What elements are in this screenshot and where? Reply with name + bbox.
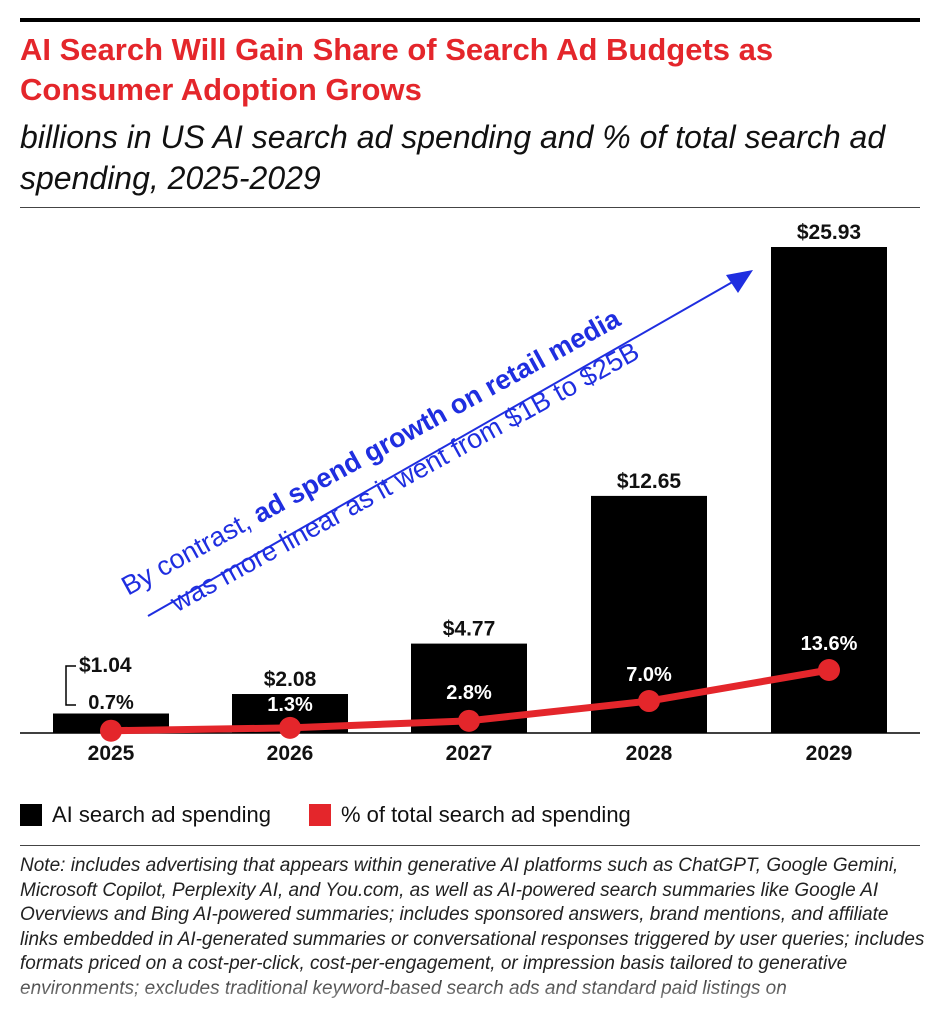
annotation-line-2: was more linear as it went from $1B to $… [165, 336, 645, 618]
bar-2029 [771, 247, 887, 733]
share-point-2028 [638, 690, 660, 713]
share-value-label-2029: 13.6% [801, 633, 858, 655]
annotation-arrowhead [726, 270, 753, 293]
chart-legend: AI search ad spending % of total search … [20, 800, 669, 830]
legend-label-spending: AI search ad spending [52, 802, 271, 827]
share-value-label-2026: 1.3% [267, 694, 313, 716]
legend-item-share: % of total search ad spending [308, 802, 631, 828]
note-divider [20, 845, 920, 846]
footnote: Note: includes advertising that appears … [20, 855, 925, 999]
chart-plot: 2025 2026 2027 2028 2029 $1.04 $2.08 $4.77 $12.6… [20, 221, 920, 765]
chart-subtitle: billions in US AI search ad spending and… [20, 119, 886, 196]
bar-value-label-2025: $1.04 [79, 654, 132, 677]
share-point-2027 [458, 709, 480, 732]
bar-value-label-2029: $25.93 [797, 221, 861, 244]
annotation-bold: ad spend growth on retail media [248, 303, 626, 529]
annotation-arrow-line [147, 279, 737, 617]
annotation-line-1: By contrast, ad spend growth on retail m… [116, 303, 626, 602]
top-rule [20, 18, 920, 22]
share-value-label-2028: 7.0% [626, 664, 672, 686]
share-value-label-2025: 0.7% [88, 692, 134, 714]
share-point-2026 [279, 716, 301, 739]
legend-swatch-share [308, 804, 331, 826]
x-tick-label-2028: 2028 [626, 742, 673, 765]
bar-value-label-2028: $12.65 [617, 470, 682, 493]
share-point-2029 [818, 659, 840, 681]
x-tick-label-2026: 2026 [267, 742, 314, 765]
x-tick-label-2029: 2029 [806, 742, 853, 765]
legend-swatch-spending [20, 804, 42, 826]
bar-value-label-2027: $4.77 [443, 618, 496, 641]
annotation-group: By contrast, ad spend growth on retail m… [116, 303, 645, 618]
share-point-2025 [100, 719, 122, 742]
x-tick-label-2027: 2027 [446, 742, 493, 765]
bar-label-leader-2025 [65, 665, 76, 706]
bar-value-label-2026: $2.08 [264, 668, 317, 691]
x-tick-label-2025: 2025 [88, 742, 135, 765]
header-divider [20, 207, 920, 208]
chart-title: AI Search Will Gain Share of Search Ad B… [20, 32, 774, 107]
legend-label-share: % of total search ad spending [340, 802, 631, 827]
legend-item-spending: AI search ad spending [20, 802, 271, 828]
share-value-label-2027: 2.8% [446, 682, 492, 704]
